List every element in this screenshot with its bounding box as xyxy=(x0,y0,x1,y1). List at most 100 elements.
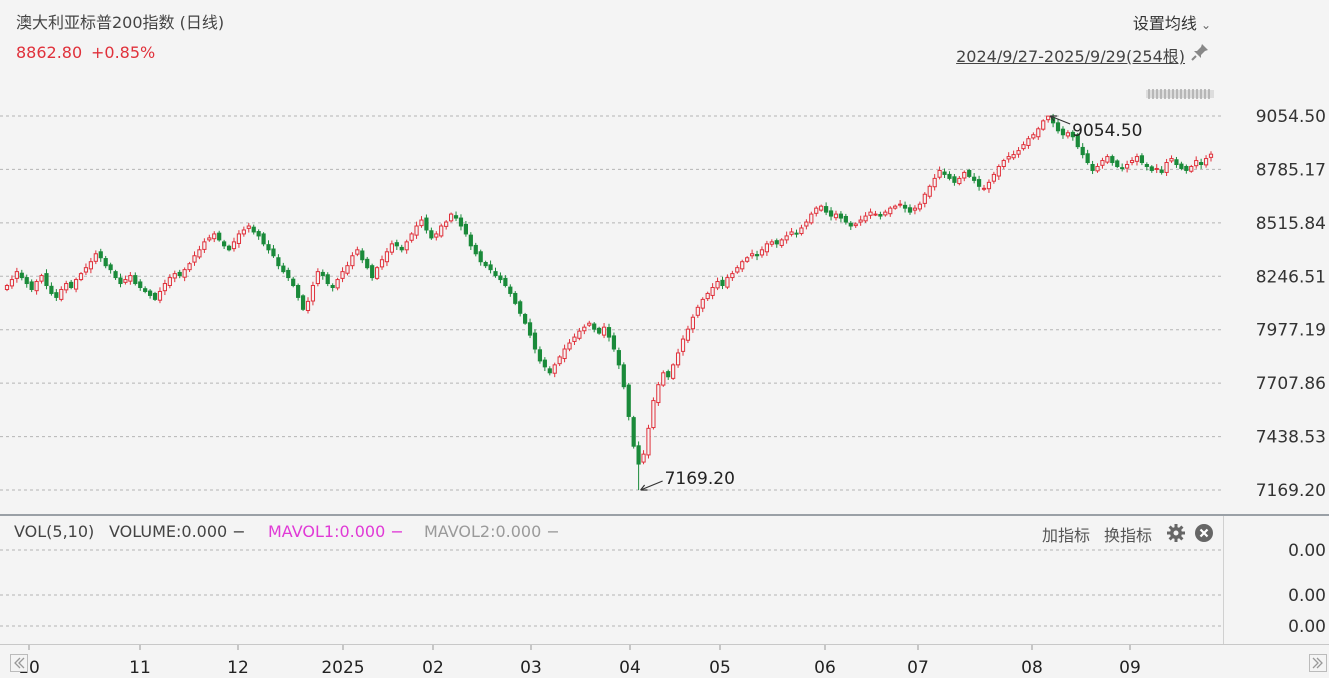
candle-up xyxy=(4,285,10,290)
candle-up xyxy=(552,364,557,374)
add-indicator-button[interactable]: 加指标 xyxy=(1042,526,1091,545)
price-annotations: 9054.50 7169.20 xyxy=(640,115,1142,491)
swap-indicator-button[interactable]: 换指标 xyxy=(1104,526,1153,545)
candle-down xyxy=(256,231,261,237)
zoom-scroll-handle[interactable] xyxy=(1146,85,1214,99)
candle-up xyxy=(833,213,839,219)
candle-up xyxy=(1016,150,1021,155)
close-circle-icon[interactable] xyxy=(1194,523,1214,543)
candle-up xyxy=(167,277,172,287)
candle-up xyxy=(34,281,39,292)
candle-up xyxy=(192,255,197,263)
candle-down xyxy=(824,206,829,213)
y-tick-label: 9054.50 xyxy=(1256,107,1326,127)
candle-down xyxy=(399,246,404,251)
double-chevron-right-icon[interactable] xyxy=(1309,654,1327,672)
candle-down xyxy=(902,204,908,209)
candle-up xyxy=(162,283,168,292)
candle-up xyxy=(123,279,128,283)
candle-up xyxy=(725,277,730,288)
candle-up xyxy=(641,453,646,463)
candle-up xyxy=(374,267,380,279)
candle-down xyxy=(1174,159,1179,166)
candle-up xyxy=(863,215,868,222)
candle-up xyxy=(577,330,582,339)
candle-down xyxy=(720,279,725,287)
candle-up xyxy=(730,273,735,279)
candle-up xyxy=(745,257,750,262)
volume-tick-label: 0.00 xyxy=(1288,586,1326,606)
candle-down xyxy=(69,281,74,288)
candle-up xyxy=(212,233,217,240)
candle-down xyxy=(1070,131,1075,138)
date-range-link[interactable]: 2024/9/27-2025/9/29(254根) xyxy=(956,47,1185,66)
candle-up xyxy=(695,306,700,316)
candle-down xyxy=(360,250,365,261)
candle-up xyxy=(912,207,918,211)
candle-up xyxy=(917,203,922,210)
candle-up xyxy=(789,231,794,235)
candle-up xyxy=(236,233,242,244)
gear-icon[interactable] xyxy=(1166,523,1186,543)
y-tick-label: 8515.84 xyxy=(1256,214,1326,234)
candle-up xyxy=(715,281,720,289)
candle-down xyxy=(513,292,518,304)
candle-down xyxy=(1184,165,1189,171)
price-grid xyxy=(0,115,1223,491)
candle-down xyxy=(276,257,281,267)
candle-up xyxy=(685,328,691,341)
candle-down xyxy=(616,350,621,366)
candle-up xyxy=(409,233,414,241)
double-chevron-left-icon[interactable] xyxy=(10,654,28,672)
x-tick-label: 09 xyxy=(1119,658,1141,678)
candle-up xyxy=(853,223,858,227)
candle-down xyxy=(147,290,153,296)
candle-up xyxy=(690,316,695,330)
candle-down xyxy=(488,264,493,271)
candle-up xyxy=(1125,164,1130,169)
ma-setting-label: 设置均线 xyxy=(1132,14,1197,33)
candle-down xyxy=(1159,169,1164,173)
ma-setting-dropdown[interactable]: 设置均线 ⌄ xyxy=(1133,10,1211,34)
high-arrow xyxy=(1049,115,1071,125)
candle-up xyxy=(434,233,439,238)
low-label: 7169.20 xyxy=(665,469,735,489)
candle-up xyxy=(661,372,666,386)
time-axis: 10 11 12 2025 02 03 04 05 06 07 08 09 xyxy=(0,644,1329,678)
candle-up xyxy=(305,300,311,312)
candle-down xyxy=(281,265,286,273)
candle-up xyxy=(340,271,345,279)
y-tick-label: 7438.53 xyxy=(1256,428,1326,448)
candle-down xyxy=(942,171,947,175)
candle-down xyxy=(1115,160,1120,167)
candle-down xyxy=(631,417,636,447)
candle-down xyxy=(1110,156,1115,164)
candle-up xyxy=(1105,156,1110,163)
x-tick-label: 08 xyxy=(1021,658,1043,678)
candlestick-chart[interactable]: 9054.50 7169.20 9054.50 8785.17 8515.84 8246… xyxy=(0,0,1329,514)
candle-down xyxy=(828,210,834,217)
candle-up xyxy=(389,243,394,253)
candle-down xyxy=(493,271,498,277)
candle-up xyxy=(73,279,79,290)
candle-up xyxy=(88,261,93,270)
candle-down xyxy=(794,232,799,235)
candle-up xyxy=(172,273,177,279)
candle-down xyxy=(542,359,547,368)
pin-icon[interactable] xyxy=(1190,42,1210,62)
candle-up xyxy=(779,239,784,246)
candle-down xyxy=(113,271,118,279)
candle-up xyxy=(873,213,878,216)
candle-up xyxy=(675,352,681,366)
x-tick-label: 02 xyxy=(422,658,444,678)
candle-down xyxy=(330,285,335,288)
x-tick-label: 07 xyxy=(907,658,929,678)
candle-down xyxy=(878,213,883,217)
candle-up xyxy=(444,221,449,227)
candle-up xyxy=(1169,158,1174,162)
high-label: 9054.50 xyxy=(1072,121,1142,141)
candle-up xyxy=(784,235,789,241)
candle-down xyxy=(1144,164,1149,167)
candle-up xyxy=(700,298,705,309)
candle-down xyxy=(754,254,760,257)
